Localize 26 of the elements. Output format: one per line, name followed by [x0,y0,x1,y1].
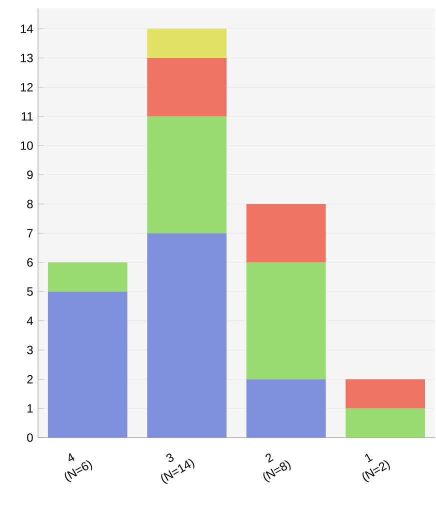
y-tick-label: 4 [26,316,33,325]
bar [147,58,226,116]
bar [345,379,425,408]
y-tick-label: 10 [20,141,33,150]
bar [246,262,326,380]
y-tick-label: 9 [27,170,33,180]
y-tick-label: 11 [22,112,33,121]
y-tick-label: 7 [27,229,33,238]
bar [48,262,128,292]
y-tick-label: 14 [20,24,33,33]
y-tick-label: 6 [27,258,33,267]
y-tick-label: 0 [26,433,33,442]
bar [246,204,326,262]
y-tick-label: 2 [27,375,33,384]
y-tick-label: 1 [27,404,33,413]
bar [48,292,128,438]
y-tick-label: 13 [20,54,33,62]
bar [246,379,326,438]
bar [345,408,425,438]
y-tick-label: 8 [27,200,33,208]
bar [147,233,226,438]
y-tick-label: 3 [26,346,33,354]
bar [147,28,226,58]
y-tick-label: 12 [20,82,33,92]
y-tick-label: 5 [26,287,33,296]
bar [147,116,226,234]
